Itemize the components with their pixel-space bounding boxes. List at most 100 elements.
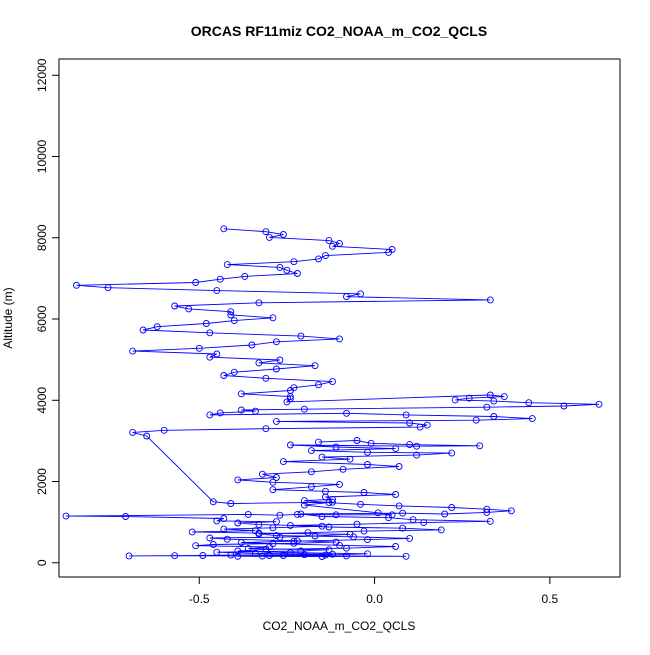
data-point bbox=[336, 335, 343, 343]
data-point bbox=[486, 296, 494, 304]
data-point bbox=[227, 500, 235, 507]
data-point bbox=[483, 508, 491, 516]
data-point bbox=[343, 552, 350, 560]
data-point bbox=[279, 458, 287, 466]
data-point bbox=[171, 552, 179, 560]
data-point bbox=[525, 399, 533, 407]
data-point bbox=[272, 338, 280, 346]
data-point bbox=[265, 233, 273, 241]
data-point bbox=[307, 468, 315, 476]
y-axis-label: Altitude (m) bbox=[1, 287, 15, 348]
data-point bbox=[220, 225, 228, 233]
data-point bbox=[315, 438, 322, 446]
y-tick-label: 12000 bbox=[35, 58, 49, 92]
data-point bbox=[206, 534, 214, 542]
data-point bbox=[409, 516, 417, 524]
data-point bbox=[399, 509, 407, 517]
data-point bbox=[269, 486, 277, 494]
data-point bbox=[188, 528, 196, 536]
plot-frame bbox=[58, 58, 621, 578]
data-point bbox=[357, 290, 364, 298]
data-point bbox=[325, 237, 333, 245]
data-point bbox=[311, 362, 319, 370]
data-point bbox=[364, 536, 371, 544]
data-point bbox=[364, 448, 371, 456]
data-point bbox=[343, 544, 350, 552]
data-point bbox=[413, 442, 421, 450]
data-point bbox=[392, 445, 400, 453]
y-tick-label: 8000 bbox=[35, 224, 49, 251]
data-point bbox=[293, 510, 301, 518]
data-point bbox=[216, 275, 224, 283]
data-point bbox=[304, 529, 312, 537]
data-point bbox=[265, 552, 273, 559]
data-point bbox=[318, 453, 326, 461]
data-point bbox=[230, 317, 238, 325]
data-point bbox=[500, 393, 508, 401]
data-point bbox=[329, 550, 336, 558]
data-point bbox=[392, 491, 400, 498]
data-point bbox=[262, 545, 270, 553]
data-point bbox=[286, 393, 294, 401]
data-point bbox=[283, 398, 291, 406]
data-point bbox=[490, 397, 498, 405]
data-point bbox=[269, 524, 277, 532]
data-point bbox=[234, 519, 242, 527]
data-point bbox=[490, 413, 498, 420]
data-point bbox=[251, 407, 259, 415]
data-point bbox=[234, 547, 242, 555]
data-point bbox=[209, 498, 217, 506]
data-point bbox=[322, 252, 329, 260]
data-point bbox=[343, 409, 350, 417]
data-point bbox=[227, 551, 235, 559]
x-tick-label: 0.0 bbox=[366, 592, 383, 606]
data-point bbox=[248, 341, 256, 349]
data-point bbox=[290, 539, 298, 547]
data-point bbox=[336, 480, 343, 488]
data-point bbox=[318, 513, 326, 520]
data-point bbox=[258, 552, 266, 560]
data-point bbox=[104, 284, 112, 292]
data-point bbox=[279, 231, 287, 238]
data-point bbox=[364, 550, 371, 558]
data-point bbox=[441, 510, 449, 518]
data-point bbox=[227, 308, 235, 316]
data-point bbox=[192, 279, 200, 286]
data-point bbox=[262, 228, 270, 236]
data-point bbox=[297, 510, 305, 518]
data-point bbox=[255, 530, 263, 538]
data-point bbox=[129, 428, 137, 436]
data-point bbox=[322, 551, 329, 559]
data-point bbox=[199, 552, 207, 559]
y-tick-label: 2000 bbox=[35, 468, 49, 495]
series-line-2 bbox=[237, 440, 512, 556]
data-point bbox=[315, 255, 322, 263]
data-point bbox=[262, 374, 270, 382]
data-point bbox=[350, 533, 357, 541]
data-point bbox=[286, 521, 294, 529]
data-point bbox=[255, 359, 263, 367]
data-point bbox=[332, 511, 340, 519]
data-point bbox=[392, 543, 400, 550]
data-point bbox=[290, 537, 298, 545]
data-point bbox=[237, 539, 245, 546]
data-point bbox=[220, 372, 228, 379]
data-point bbox=[560, 402, 568, 410]
data-point bbox=[374, 509, 382, 517]
data-point bbox=[192, 542, 200, 550]
y-tick-label: 4000 bbox=[35, 387, 49, 414]
data-point bbox=[286, 441, 294, 449]
data-point bbox=[272, 474, 280, 481]
data-point bbox=[465, 394, 473, 402]
data-point bbox=[297, 332, 305, 340]
data-point bbox=[357, 500, 364, 508]
data-point bbox=[300, 551, 308, 559]
data-point bbox=[202, 320, 210, 327]
data-point bbox=[406, 441, 414, 449]
data-point bbox=[258, 470, 266, 478]
data-point bbox=[395, 463, 403, 470]
data-point bbox=[325, 523, 333, 531]
data-point bbox=[241, 272, 249, 280]
data-point bbox=[143, 432, 151, 440]
data-point bbox=[129, 347, 137, 355]
